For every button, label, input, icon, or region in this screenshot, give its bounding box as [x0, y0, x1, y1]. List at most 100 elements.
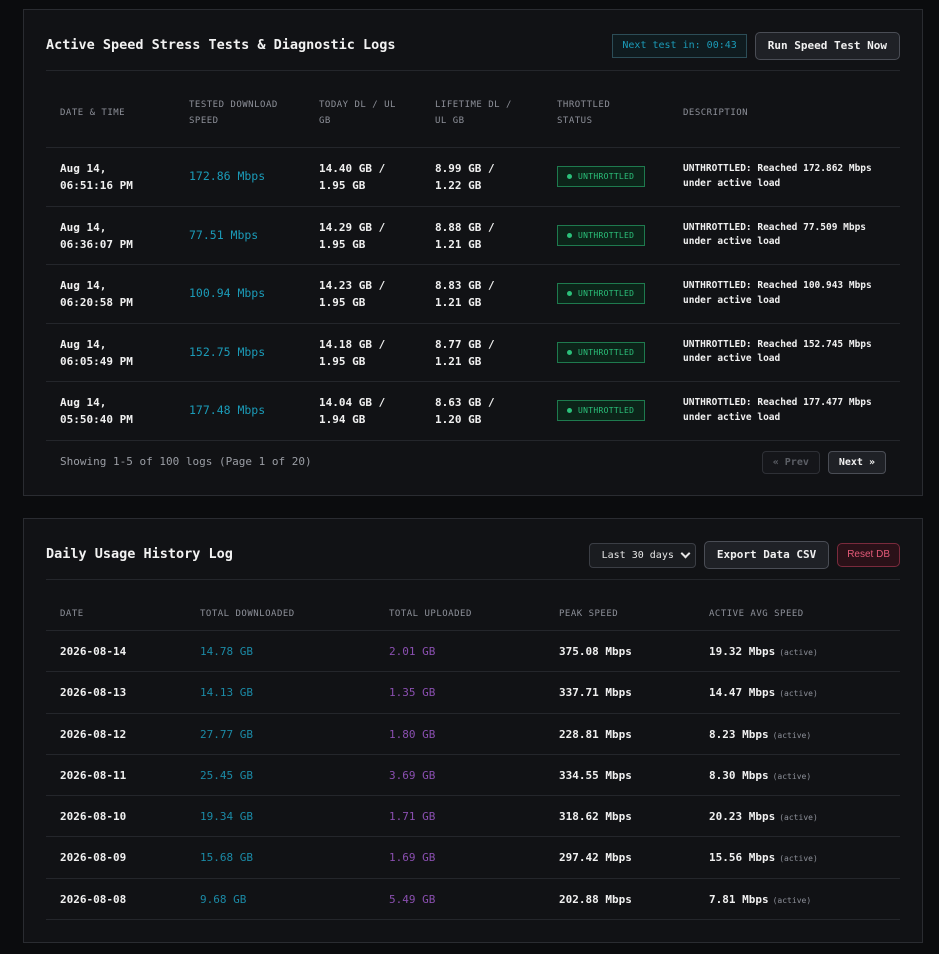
run-speed-test-button[interactable]: Run Speed Test Now — [754, 32, 900, 60]
total-downloaded: 25.45 GB — [200, 768, 253, 782]
active-tag: (active) — [772, 771, 812, 781]
export-csv-button[interactable]: Export Data CSV — [703, 541, 830, 569]
usage-date: 2026-08-10 — [60, 810, 127, 824]
col-header-date: DATE & TIME — [60, 108, 126, 118]
test-datetime: Aug 14, 05:50:40 PM — [60, 396, 133, 426]
pagination-summary: Showing 1-5 of 100 logs (Page 1 of 20) — [60, 455, 312, 468]
col-header-uploaded: TOTAL UPLOADED — [389, 609, 472, 619]
daily-usage-title: Daily Usage History Log — [46, 546, 233, 562]
usage-date: 2026-08-14 — [60, 645, 127, 658]
today-usage: 14.18 GB /1.95 GB — [319, 337, 386, 368]
today-usage: 14.40 GB /1.95 GB — [319, 162, 386, 192]
total-uploaded: 5.49 GB — [389, 892, 436, 906]
test-datetime: Aug 14, 06:36:07 PM — [60, 220, 133, 251]
date-range-select[interactable]: Last 30 days — [588, 542, 696, 568]
table-row: Aug 14, 06:05:49 PM 152.75 Mbps 14.18 GB /1… — [46, 324, 900, 382]
total-downloaded: 19.34 GB — [200, 810, 253, 824]
next-page-button[interactable]: Next » — [827, 451, 886, 474]
total-uploaded: 1.35 GB — [389, 686, 436, 700]
speed-tests-panel: Active Speed Stress Tests & Diagnostic L… — [23, 9, 923, 496]
active-avg-speed: 20.23 Mbps (active) — [709, 810, 818, 824]
tested-speed: 177.48 Mbps — [189, 403, 266, 417]
table-row: Aug 14, 06:51:16 PM 172.86 Mbps 14.40 GB /1… — [46, 148, 900, 207]
col-header-description: DESCRIPTION — [683, 108, 749, 118]
col-header-lifetime: LIFETIME DL / UL GB — [435, 100, 512, 126]
peak-speed: 228.81 Mbps — [559, 727, 632, 741]
chevron-down-icon — [680, 548, 691, 558]
total-downloaded: 14.78 GB — [200, 645, 253, 658]
peak-speed: 337.71 Mbps — [559, 686, 632, 700]
today-usage: 14.29 GB /1.95 GB — [319, 220, 386, 251]
tested-speed: 100.94 Mbps — [189, 286, 266, 300]
active-tag: (active) — [772, 730, 812, 740]
table-row: 2026-08-10 19.34 GB 1.71 GB 318.62 Mbps 20.2… — [46, 796, 900, 838]
peak-speed: 297.42 Mbps — [559, 851, 632, 865]
col-header-avg: ACTIVE AVG SPEED — [709, 609, 804, 619]
total-uploaded: 1.69 GB — [389, 851, 436, 865]
active-tag: (active) — [772, 895, 812, 905]
total-downloaded: 14.13 GB — [200, 686, 253, 700]
date-range-value: Last 30 days — [601, 549, 674, 561]
speed-tests-title: Active Speed Stress Tests & Diagnostic L… — [46, 37, 396, 53]
speed-tests-header: Active Speed Stress Tests & Diagnostic L… — [46, 10, 900, 71]
test-datetime: Aug 14, 06:20:58 PM — [60, 279, 133, 309]
col-header-today: TODAY DL / UL GB — [319, 100, 396, 126]
active-avg-speed: 8.30 Mbps (active) — [709, 768, 812, 782]
total-uploaded: 1.71 GB — [389, 810, 436, 824]
peak-speed: 202.88 Mbps — [559, 892, 632, 906]
total-downloaded: 9.68 GB — [200, 892, 247, 906]
total-uploaded: 3.69 GB — [389, 768, 436, 782]
test-description: UNTHROTTLED: Reached 100.943 Mbps under a… — [683, 280, 872, 306]
peak-speed: 375.08 Mbps — [559, 645, 632, 658]
peak-speed: 318.62 Mbps — [559, 810, 632, 824]
active-avg-speed: 14.47 Mbps (active) — [709, 686, 818, 700]
test-description: UNTHROTTLED: Reached 177.477 Mbps under a… — [683, 397, 872, 423]
table-row: 2026-08-11 25.45 GB 3.69 GB 334.55 Mbps 8.30… — [46, 755, 900, 797]
status-dot-icon — [567, 232, 572, 238]
test-datetime: Aug 14, 06:51:16 PM — [60, 162, 133, 192]
lifetime-usage: 8.63 GB /1.20 GB — [435, 396, 495, 426]
total-downloaded: 15.68 GB — [200, 851, 253, 865]
status-dot-icon — [567, 291, 572, 296]
col-header-status: THROTTLED STATUS — [557, 100, 611, 126]
table-row: 2026-08-09 15.68 GB 1.69 GB 297.42 Mbps 15.5… — [46, 837, 900, 879]
tested-speed: 152.75 Mbps — [189, 344, 266, 359]
active-avg-speed: 15.56 Mbps (active) — [709, 851, 818, 865]
status-dot-icon — [567, 408, 572, 413]
usage-date: 2026-08-09 — [60, 851, 127, 865]
active-avg-speed: 8.23 Mbps (active) — [709, 727, 812, 741]
status-badge: UNTHROTTLED — [557, 166, 645, 187]
table-row: Aug 14, 06:20:58 PM 100.94 Mbps 14.23 GB /1… — [46, 265, 900, 324]
table-header-row: DATE TOTAL DOWNLOADED TOTAL UPLOADED PEA… — [46, 580, 900, 631]
total-uploaded: 1.80 GB — [389, 727, 436, 741]
total-uploaded: 2.01 GB — [389, 645, 436, 658]
active-tag: (active) — [779, 813, 818, 823]
col-header-date: DATE — [60, 609, 84, 619]
status-dot-icon — [567, 174, 572, 179]
lifetime-usage: 8.77 GB /1.21 GB — [435, 337, 495, 368]
active-tag: (active) — [779, 854, 818, 864]
lifetime-usage: 8.88 GB /1.21 GB — [435, 220, 495, 251]
active-avg-speed: 19.32 Mbps (active) — [709, 645, 818, 658]
tested-speed: 172.86 Mbps — [189, 169, 266, 183]
active-tag: (active) — [779, 648, 818, 657]
usage-date: 2026-08-13 — [60, 686, 127, 700]
daily-usage-table: DATE TOTAL DOWNLOADED TOTAL UPLOADED PEA… — [46, 580, 900, 921]
test-description: UNTHROTTLED: Reached 152.745 Mbps under a… — [683, 338, 872, 365]
reset-db-button[interactable]: Reset DB — [837, 543, 900, 567]
daily-usage-header: Daily Usage History Log Last 30 days Exp… — [46, 519, 900, 580]
today-usage: 14.23 GB /1.95 GB — [319, 279, 386, 309]
total-downloaded: 27.77 GB — [200, 727, 253, 741]
usage-date: 2026-08-12 — [60, 727, 127, 741]
col-header-speed: TESTED DOWNLOAD SPEED — [189, 100, 278, 126]
speed-tests-table: DATE & TIME TESTED DOWNLOAD SPEED TODAY D… — [46, 71, 900, 441]
daily-usage-panel: Daily Usage History Log Last 30 days Exp… — [23, 518, 923, 943]
active-tag: (active) — [779, 689, 818, 699]
next-test-countdown: Next test in: 00:43 — [612, 34, 747, 58]
test-datetime: Aug 14, 06:05:49 PM — [60, 337, 133, 368]
tested-speed: 77.51 Mbps — [189, 227, 259, 242]
status-badge: UNTHROTTLED — [557, 224, 645, 246]
table-row: 2026-08-13 14.13 GB 1.35 GB 337.71 Mbps 14.4… — [46, 672, 900, 714]
col-header-downloaded: TOTAL DOWNLOADED — [200, 609, 295, 619]
prev-page-button[interactable]: « Prev — [761, 451, 820, 474]
